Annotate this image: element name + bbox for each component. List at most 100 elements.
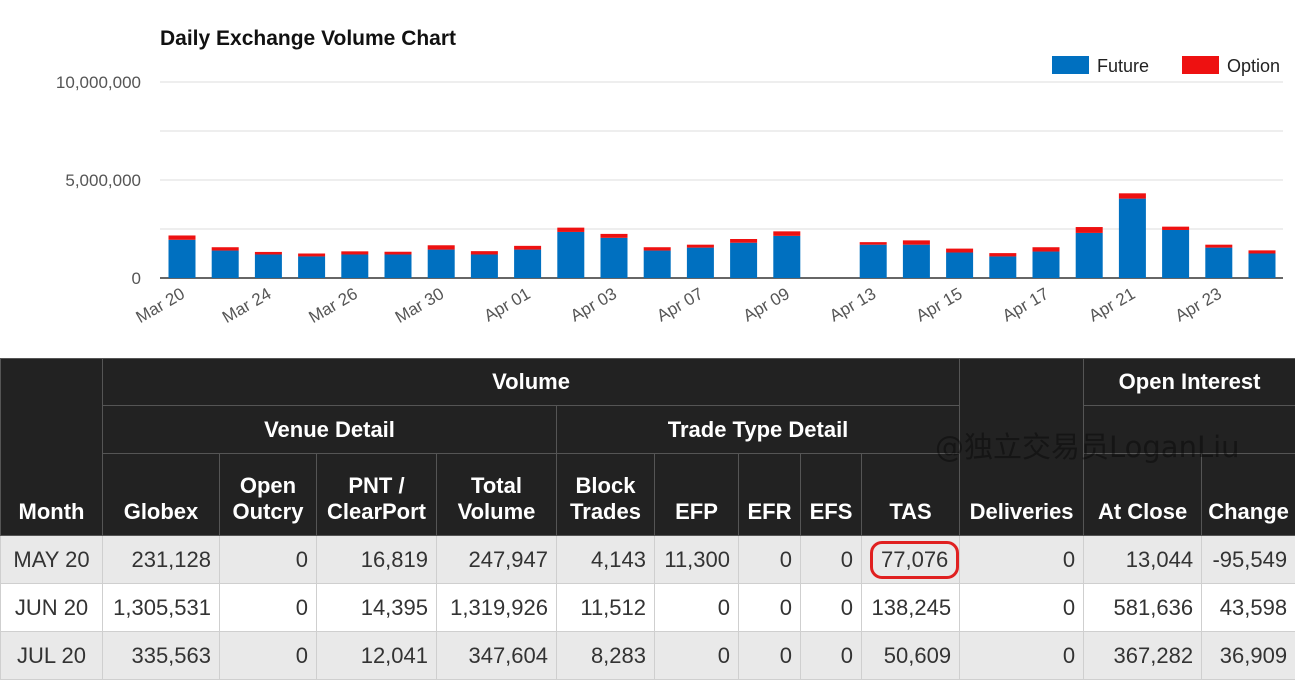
bar-option[interactable] (601, 234, 628, 238)
bar-option[interactable] (860, 242, 887, 245)
cell-pnt: 16,819 (317, 536, 437, 584)
cell-efr: 0 (739, 536, 801, 584)
table-row-may-20: MAY 20 231,128 0 16,819 247,947 4,143 11… (1, 536, 1295, 584)
cell-pnt: 12,041 (317, 632, 437, 680)
cell-total: 1,319,926 (437, 584, 557, 632)
bar-option[interactable] (644, 247, 671, 250)
cell-pnt: 14,395 (317, 584, 437, 632)
legend-label-future[interactable]: Future (1097, 56, 1149, 76)
bar-future[interactable] (860, 245, 887, 278)
bar-option[interactable] (298, 254, 325, 257)
cell-tas-highlighted: 77,076 (862, 536, 960, 584)
bar-option[interactable] (730, 239, 757, 243)
bar-future[interactable] (946, 253, 973, 278)
bar-option[interactable] (1162, 227, 1189, 230)
cell-efp: 0 (655, 584, 739, 632)
header-venue-detail-group: Venue Detail (103, 406, 557, 454)
cell-tas: 50,609 (862, 632, 960, 680)
cell-total: 247,947 (437, 536, 557, 584)
bar-future[interactable] (1249, 254, 1276, 279)
bar-future[interactable] (514, 250, 541, 278)
header-efs: EFS (801, 454, 862, 536)
chart-title: Daily Exchange Volume Chart (160, 27, 456, 50)
bar-future[interactable] (557, 232, 584, 278)
cell-block: 11,512 (557, 584, 655, 632)
header-open-outcry: Open Outcry (220, 454, 317, 536)
bar-option[interactable] (557, 228, 584, 232)
bar-option[interactable] (1119, 193, 1146, 198)
bar-future[interactable] (385, 254, 412, 278)
bar-future[interactable] (1162, 230, 1189, 278)
header-deliveries: Deliveries (960, 359, 1084, 536)
bar-option[interactable] (471, 251, 498, 254)
header-block-trades: Block Trades (557, 454, 655, 536)
bar-option[interactable] (212, 247, 239, 250)
bar-future[interactable] (471, 254, 498, 278)
header-volume-group: Volume (103, 359, 960, 406)
daily-volume-chart: Daily Exchange Volume Chart 05,000,00010… (0, 0, 1295, 358)
bar-future[interactable] (687, 248, 714, 278)
cell-deliveries: 0 (960, 632, 1084, 680)
bar-future[interactable] (341, 254, 368, 278)
bar-option[interactable] (169, 235, 196, 239)
bar-option[interactable] (341, 251, 368, 254)
bar-future[interactable] (298, 256, 325, 278)
y-tick-label: 0 (132, 269, 141, 288)
bar-option[interactable] (514, 246, 541, 250)
volume-table: Month Volume Deliveries Open Interest Ve… (0, 358, 1295, 680)
bar-future[interactable] (903, 245, 930, 278)
bar-future[interactable] (989, 256, 1016, 278)
cell-at-close: 13,044 (1084, 536, 1202, 584)
bar-option[interactable] (1249, 250, 1276, 253)
cell-change: -95,549 (1202, 536, 1295, 584)
header-at-close: At Close (1084, 454, 1202, 536)
bar-future[interactable] (169, 240, 196, 278)
bar-option[interactable] (428, 245, 455, 249)
bar-future[interactable] (1076, 233, 1103, 278)
header-efr: EFR (739, 454, 801, 536)
bar-option[interactable] (946, 249, 973, 253)
cell-efs: 0 (801, 632, 862, 680)
cell-deliveries: 0 (960, 536, 1084, 584)
cell-total: 347,604 (437, 632, 557, 680)
bar-future[interactable] (428, 250, 455, 278)
bar-option[interactable] (1076, 227, 1103, 233)
cell-efr: 0 (739, 584, 801, 632)
legend-swatch-option[interactable] (1182, 56, 1219, 74)
y-tick-label: 5,000,000 (65, 171, 141, 190)
cell-change: 43,598 (1202, 584, 1295, 632)
legend-swatch-future[interactable] (1052, 56, 1089, 74)
table-row-jun-20: JUN 20 1,305,531 0 14,395 1,319,926 11,5… (1, 584, 1295, 632)
bar-option[interactable] (773, 231, 800, 236)
cell-globex: 335,563 (103, 632, 220, 680)
cell-at-close: 581,636 (1084, 584, 1202, 632)
bar-option[interactable] (989, 253, 1016, 256)
cell-at-close: 367,282 (1084, 632, 1202, 680)
bar-future[interactable] (730, 243, 757, 278)
bar-future[interactable] (644, 251, 671, 278)
bar-future[interactable] (601, 238, 628, 278)
bar-option[interactable] (687, 245, 714, 248)
cell-efs: 0 (801, 536, 862, 584)
cell-block: 4,143 (557, 536, 655, 584)
bar-future[interactable] (1033, 252, 1060, 278)
bar-future[interactable] (1119, 199, 1146, 278)
bar-future[interactable] (255, 254, 282, 278)
bar-option[interactable] (1033, 247, 1060, 251)
header-globex: Globex (103, 454, 220, 536)
cell-open-outcry: 0 (220, 536, 317, 584)
header-tas: TAS (862, 454, 960, 536)
cell-efr: 0 (739, 632, 801, 680)
cell-open-outcry: 0 (220, 632, 317, 680)
legend-label-option[interactable]: Option (1227, 56, 1280, 76)
bar-future[interactable] (773, 236, 800, 278)
cell-deliveries: 0 (960, 584, 1084, 632)
bar-option[interactable] (903, 240, 930, 244)
bar-option[interactable] (255, 252, 282, 255)
header-trade-type-detail-group: Trade Type Detail (557, 406, 960, 454)
bar-future[interactable] (212, 251, 239, 278)
header-pnt-clearport: PNT / ClearPort (317, 454, 437, 536)
bar-option[interactable] (385, 252, 412, 255)
bar-future[interactable] (1205, 248, 1232, 278)
bar-option[interactable] (1205, 245, 1232, 248)
